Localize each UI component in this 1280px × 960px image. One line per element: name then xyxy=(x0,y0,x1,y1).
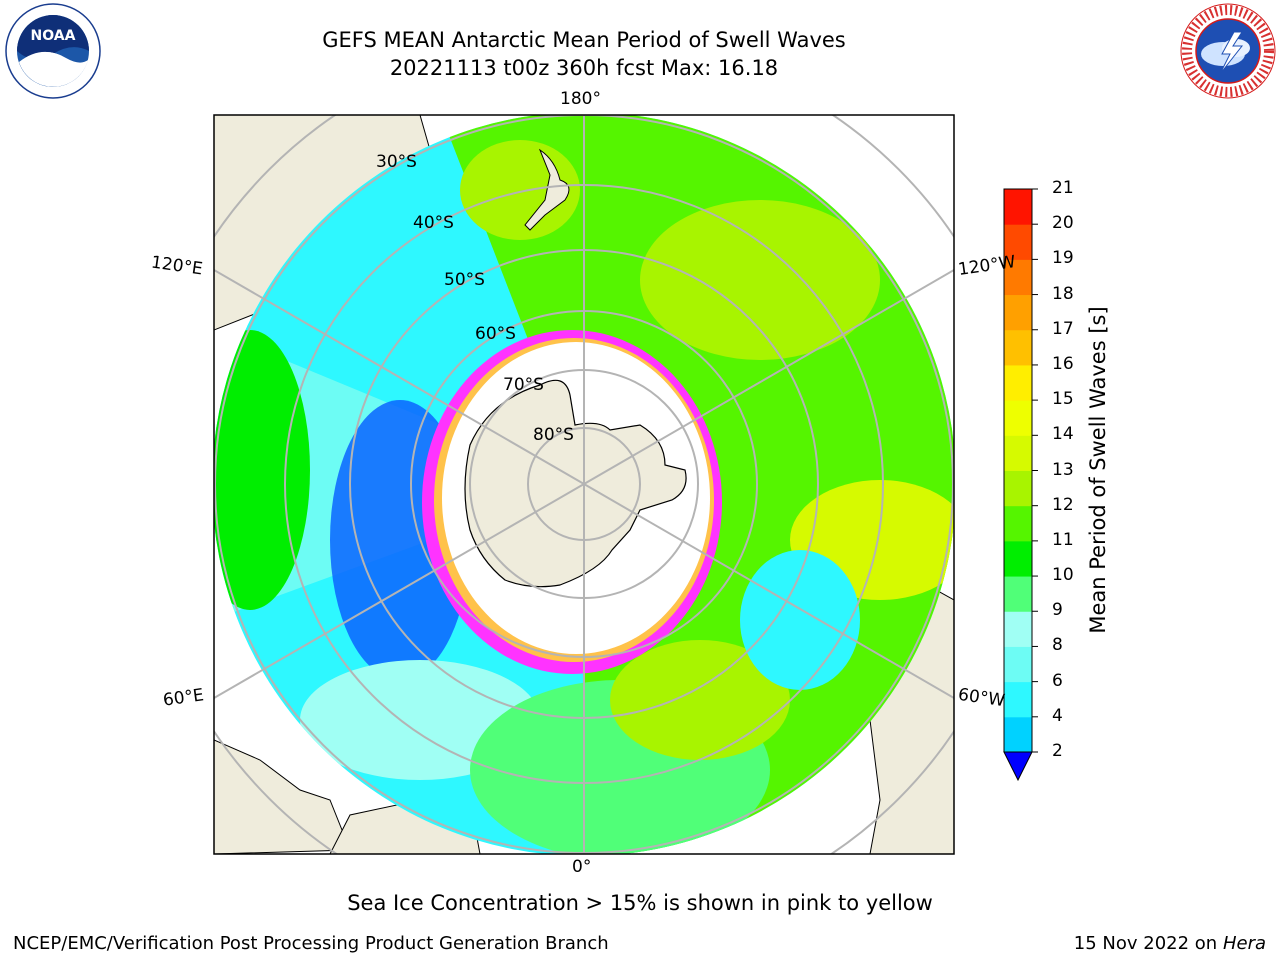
colorbar-tick-label: 4 xyxy=(1052,705,1063,726)
lat-label-30s: 30°S xyxy=(376,152,417,172)
colorbar-tick-label: 14 xyxy=(1052,424,1074,445)
colorbar-tick-label: 18 xyxy=(1052,283,1074,304)
colorbar-label: Mean Period of Swell Waves [s] xyxy=(1086,306,1110,634)
colorbar-segment xyxy=(1004,505,1032,542)
swell-region-far-west xyxy=(214,330,310,610)
lat-label-80s: 80°S xyxy=(533,425,574,445)
sea-ice-note: Sea Ice Concentration > 15% is shown in … xyxy=(347,891,933,915)
colorbar-tick-label: 15 xyxy=(1052,389,1074,410)
colorbar-segment xyxy=(1004,329,1032,366)
swell-region-south-east xyxy=(610,640,790,760)
colorbar-tick-label: 8 xyxy=(1052,635,1063,656)
antarctica-land xyxy=(464,379,687,588)
colorbar-segment xyxy=(1004,611,1032,647)
colorbar-tick-label: 9 xyxy=(1052,600,1063,621)
africa-land-left xyxy=(214,739,351,854)
colorbar-tick-label: 16 xyxy=(1052,353,1074,374)
lat-label-60s: 60°S xyxy=(475,324,516,344)
colorbar-tick-label: 11 xyxy=(1052,529,1074,550)
colorbar-segment xyxy=(1004,294,1032,331)
footer-host: Hera xyxy=(1222,933,1266,954)
footer-date: 15 Nov 2022 on Hera xyxy=(1074,933,1266,954)
footer-date-text: 15 Nov 2022 on xyxy=(1073,933,1218,954)
colorbar-tick-label: 6 xyxy=(1052,670,1063,691)
colorbar-segment xyxy=(1004,224,1032,260)
swell-region-drake xyxy=(740,550,860,690)
colorbar-tick-label: 20 xyxy=(1052,213,1074,234)
chart-subtitle: 20221113 t00z 360h fcst Max: 16.18 xyxy=(389,56,779,80)
colorbar-segment xyxy=(1004,435,1032,471)
colorbar-segment xyxy=(1004,470,1032,507)
colorbar-under-arrow xyxy=(1003,751,1033,782)
colorbar-segment xyxy=(1004,646,1032,683)
footer-credit: NCEP/EMC/Verification Post Processing Pr… xyxy=(13,933,609,954)
map-frame xyxy=(213,114,955,855)
colorbar-segment xyxy=(1004,716,1032,753)
colorbar-tick-label: 10 xyxy=(1052,565,1074,586)
colorbar-tick-label: 21 xyxy=(1052,178,1074,198)
colorbar-segment xyxy=(1004,681,1032,718)
colorbar-segment xyxy=(1004,540,1032,577)
noaa-logo-text: NOAA xyxy=(31,28,76,44)
nws-logo xyxy=(1180,3,1276,99)
new-zealand-land xyxy=(524,148,570,231)
lat-label-40s: 40°S xyxy=(413,213,454,233)
colorbar-segment xyxy=(1004,576,1032,612)
graticule xyxy=(214,115,954,854)
colorbar-segment xyxy=(1004,400,1032,436)
lat-label-70s: 70°S xyxy=(503,375,544,395)
noaa-logo: NOAA xyxy=(5,3,101,99)
colorbar-tick-label: 17 xyxy=(1052,318,1074,339)
chart-title: GEFS MEAN Antarctic Mean Period of Swell… xyxy=(322,28,846,52)
colorbar-segment xyxy=(1004,259,1032,296)
colorbar-tick-label: 19 xyxy=(1052,248,1074,269)
colorbar-tick-label: 2 xyxy=(1052,741,1063,761)
colorbar-segment xyxy=(1004,189,1032,225)
colorbar xyxy=(1003,188,1038,782)
colorbar-segment xyxy=(1004,364,1032,401)
colorbar-tick-label: 12 xyxy=(1052,494,1074,515)
swell-region-north-east xyxy=(640,200,880,360)
lat-label-50s: 50°S xyxy=(444,270,485,290)
colorbar-tick-label: 13 xyxy=(1052,459,1074,480)
lon-label-0: 0° xyxy=(572,857,592,877)
lon-label-180: 180° xyxy=(560,89,601,109)
